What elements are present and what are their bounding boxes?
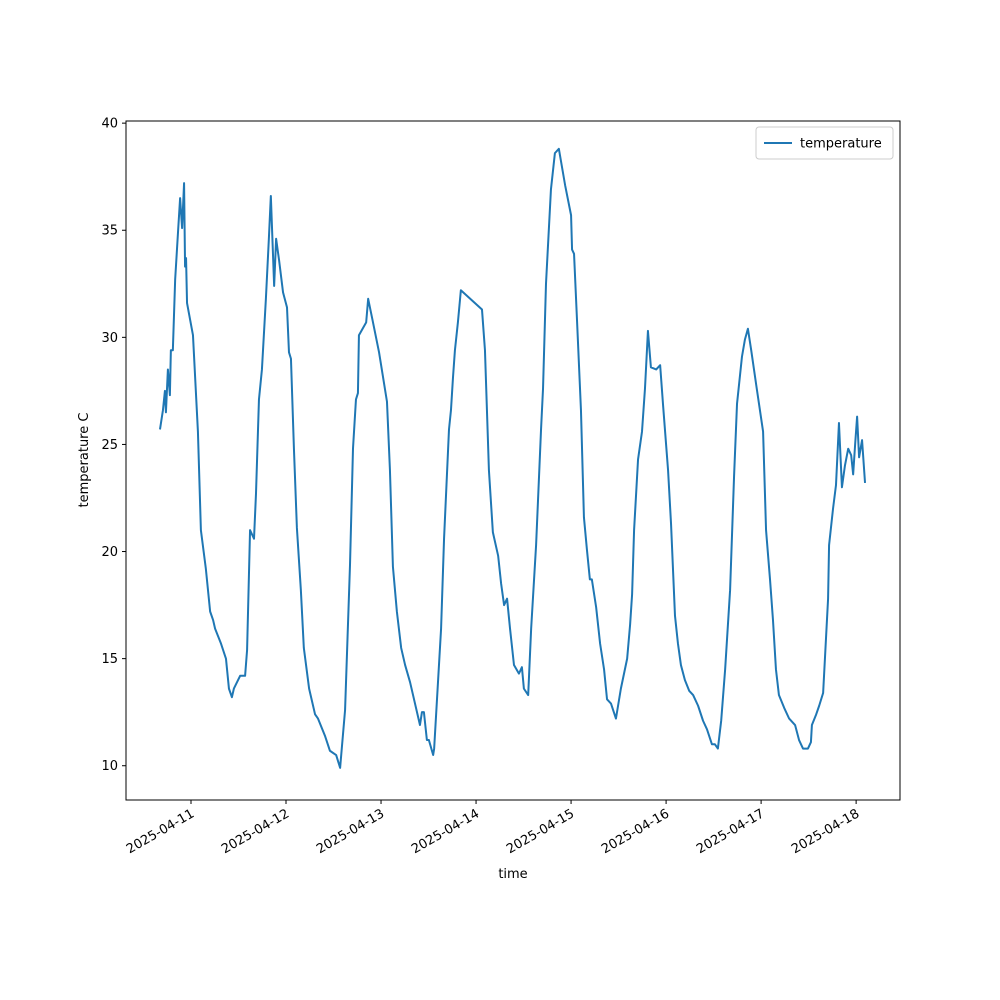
x-axis-label: time [498, 867, 527, 882]
legend-box [755, 126, 894, 160]
y-tick-label: 40 [101, 117, 118, 132]
y-tick-label: 25 [101, 438, 118, 453]
y-tick-label: 15 [101, 652, 118, 667]
legend: temperature [755, 126, 894, 160]
plot-frame [125, 120, 901, 801]
y-axis-label: temperature C [77, 413, 92, 508]
y-tick-label: 30 [101, 331, 118, 346]
y-tick-label: 10 [101, 759, 118, 774]
legend-label: temperature [800, 137, 882, 152]
y-tick-label: 35 [101, 224, 118, 239]
y-tick-label: 20 [101, 545, 118, 560]
line [158, 147, 867, 769]
